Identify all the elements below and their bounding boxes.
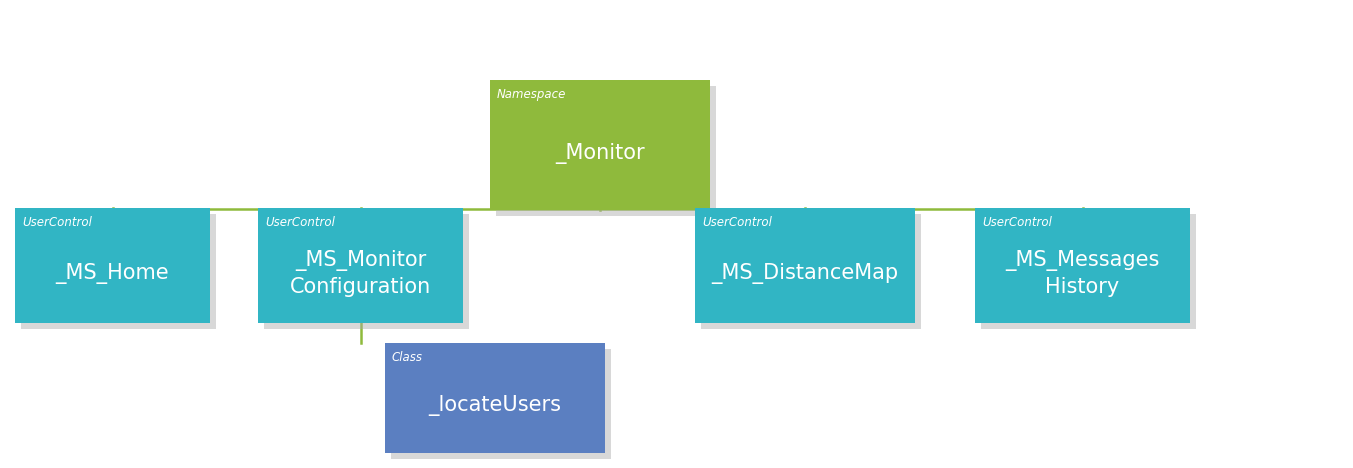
Text: _MS_DistanceMap: _MS_DistanceMap — [712, 263, 898, 284]
FancyBboxPatch shape — [391, 349, 612, 459]
Text: UserControl: UserControl — [982, 216, 1051, 229]
Text: UserControl: UserControl — [702, 216, 771, 229]
Text: _MS_Home: _MS_Home — [55, 263, 169, 284]
Text: _MS_Monitor
Configuration: _MS_Monitor Configuration — [290, 250, 432, 297]
FancyBboxPatch shape — [976, 208, 1191, 323]
Text: UserControl: UserControl — [22, 216, 92, 229]
Text: Class: Class — [392, 351, 423, 364]
FancyBboxPatch shape — [981, 214, 1196, 329]
FancyBboxPatch shape — [258, 208, 463, 323]
Text: _MS_Messages
History: _MS_Messages History — [1005, 250, 1160, 297]
Text: _locateUsers: _locateUsers — [429, 395, 561, 417]
Text: _Monitor: _Monitor — [555, 142, 645, 163]
FancyBboxPatch shape — [386, 343, 605, 453]
FancyBboxPatch shape — [497, 86, 716, 216]
Text: UserControl: UserControl — [265, 216, 336, 229]
Text: Namespace: Namespace — [497, 88, 567, 101]
FancyBboxPatch shape — [15, 208, 210, 323]
FancyBboxPatch shape — [22, 214, 216, 329]
FancyBboxPatch shape — [701, 214, 921, 329]
FancyBboxPatch shape — [264, 214, 469, 329]
FancyBboxPatch shape — [490, 80, 710, 210]
FancyBboxPatch shape — [695, 208, 915, 323]
